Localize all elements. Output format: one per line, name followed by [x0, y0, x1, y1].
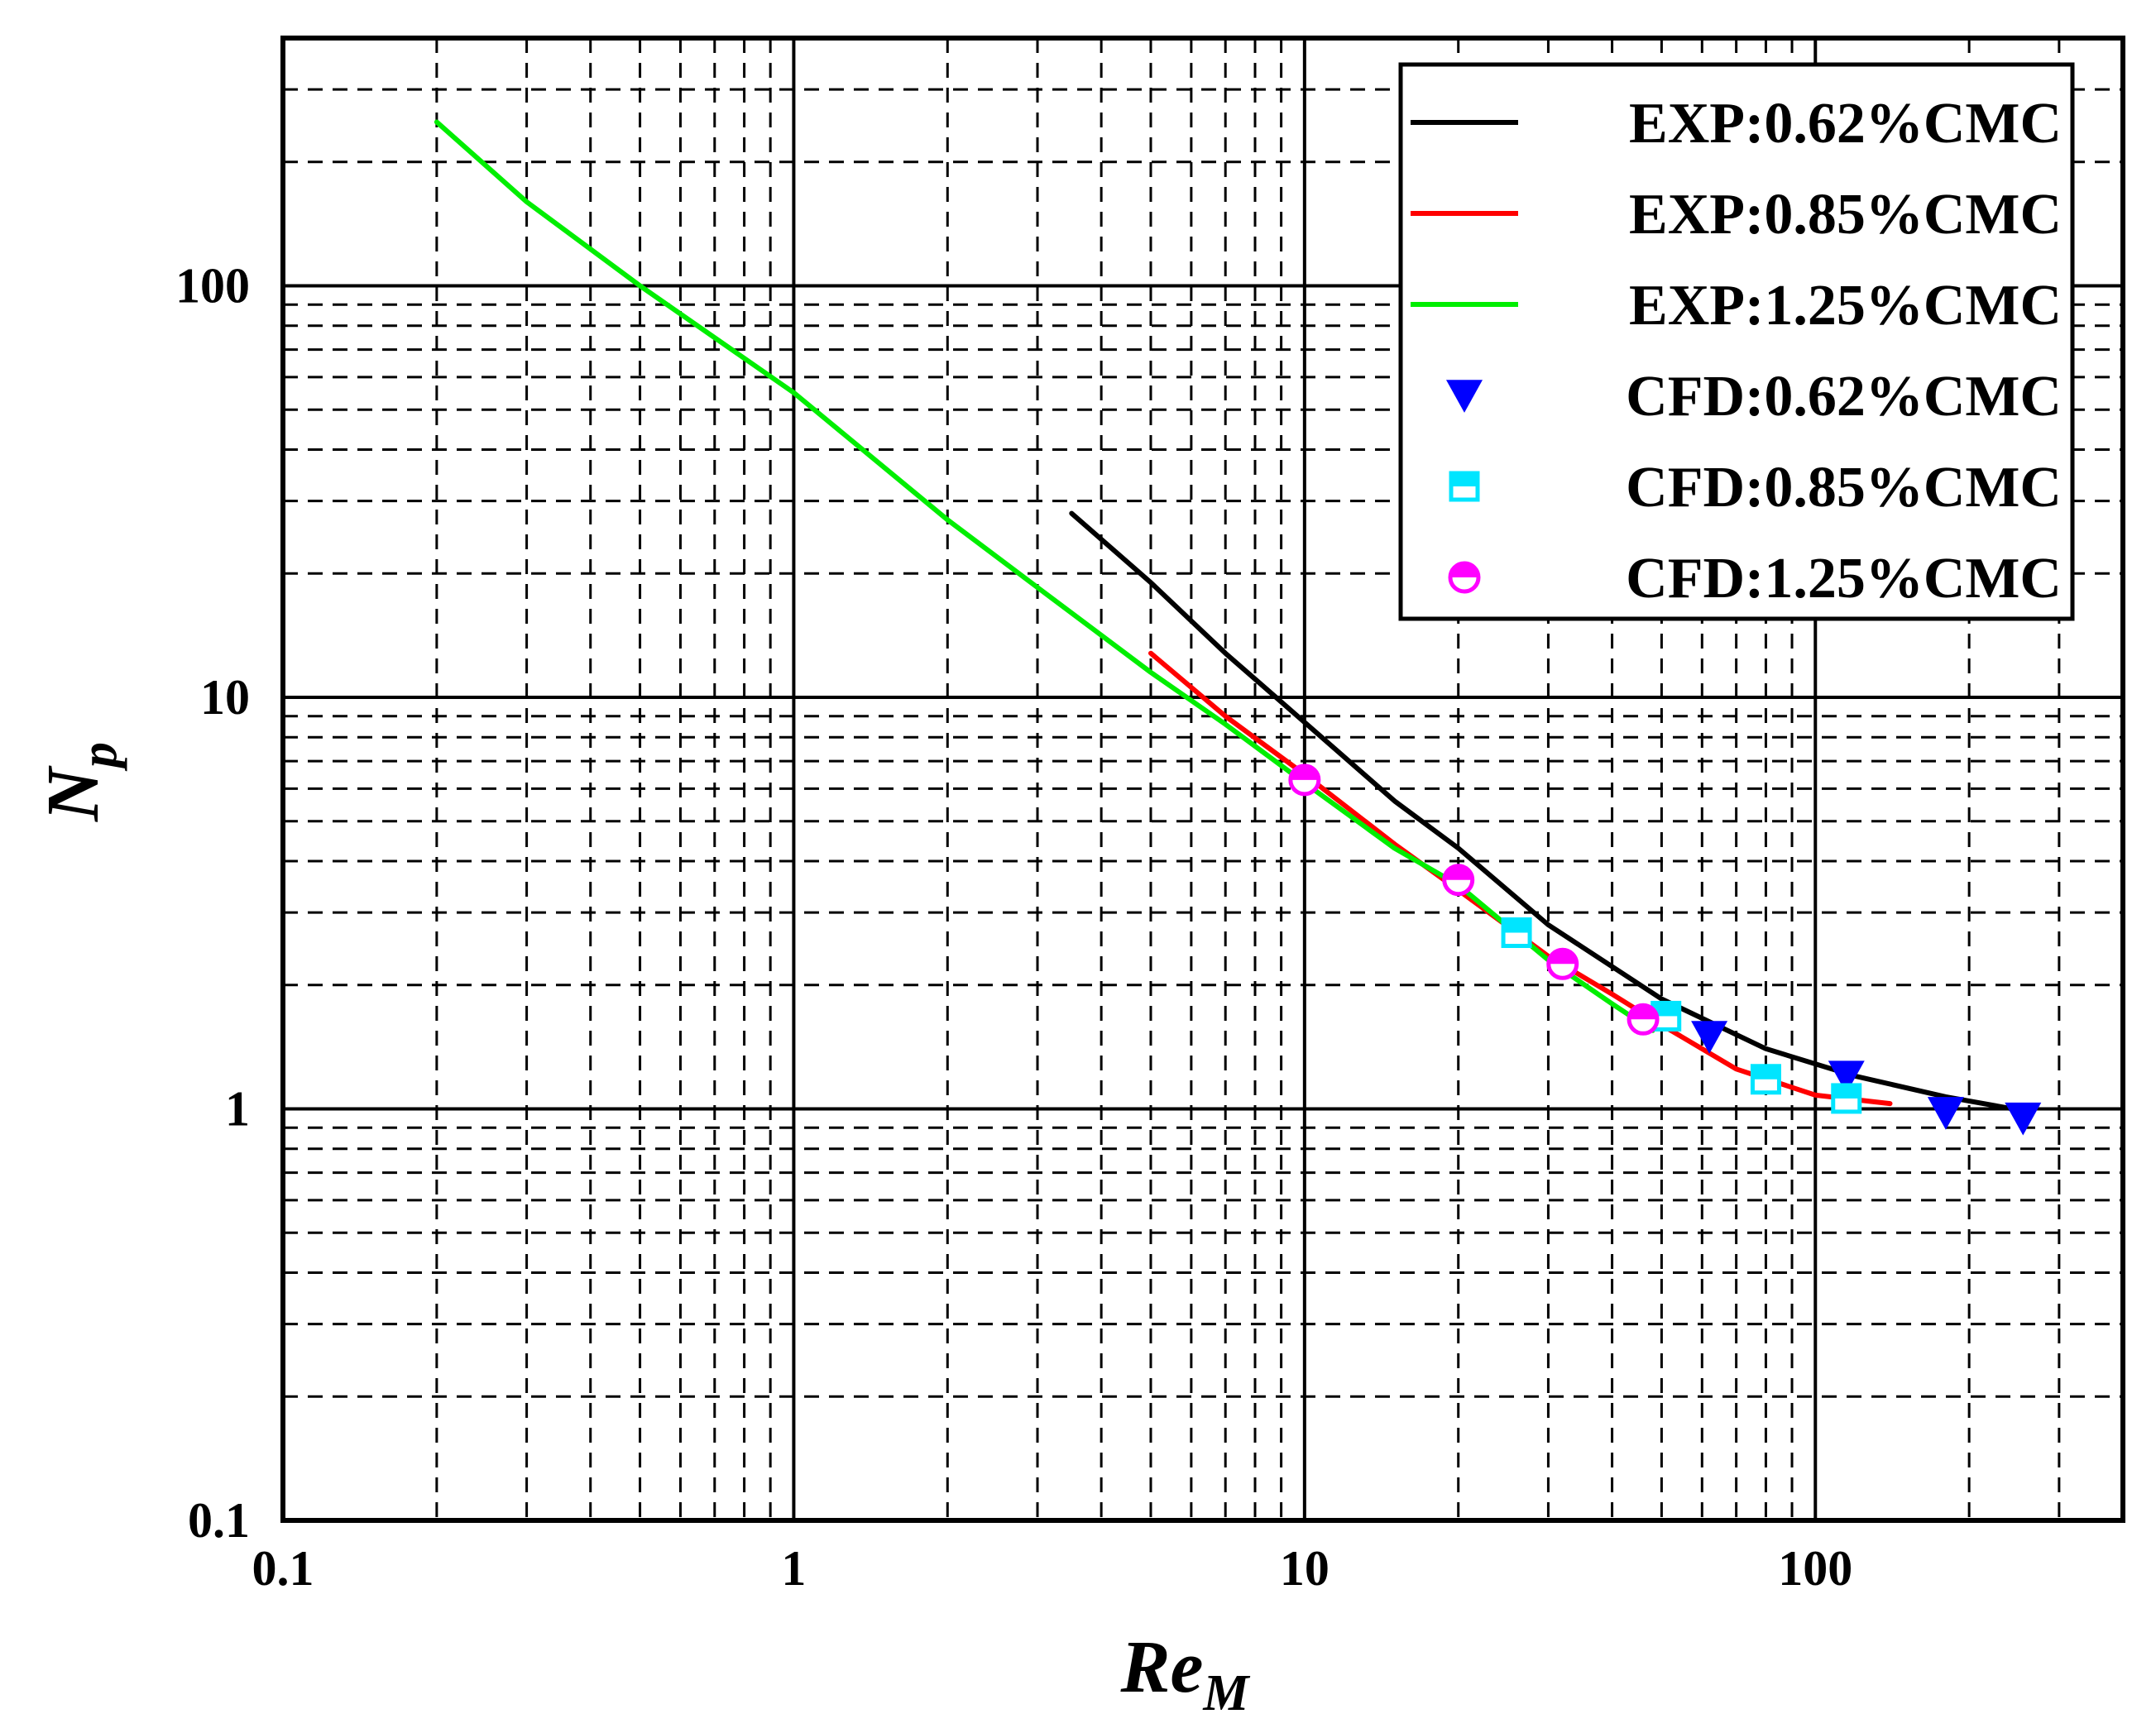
series-3-point — [1442, 864, 1475, 897]
y-axis-title-main: N — [32, 765, 114, 822]
x-axis-title-sub: M — [1202, 1665, 1250, 1721]
grid-minor — [283, 38, 2123, 1520]
y-axis-title-sub: p — [71, 742, 127, 772]
series-1-point — [1691, 1021, 1728, 1054]
y-tick-label: 1 — [225, 1082, 250, 1137]
y-axis-title: Np — [32, 742, 127, 822]
x-tick-label: 100 — [1778, 1541, 1852, 1596]
series-3-point — [1546, 947, 1579, 980]
series-3-point — [1288, 764, 1321, 797]
series-2-point — [1750, 1064, 1781, 1095]
y-tick-label: 100 — [175, 259, 250, 314]
y-tick-labels: 0.1 1 10 100 — [175, 259, 250, 1548]
legend: EXP:0.62%CMC EXP:0.85%CMC EXP:1.25%CMC CFD:… — [1398, 62, 2075, 621]
series-1-point — [2005, 1102, 2042, 1136]
legend-label: CFD:0.62%CMC — [1626, 365, 2062, 428]
legend-box — [1398, 62, 2075, 621]
y-tick-label: 0.1 — [188, 1493, 250, 1548]
x-axis-title: ReM — [1119, 1626, 1250, 1721]
legend-item: CFD:0.85%CMC — [1449, 456, 2062, 519]
series-line-1 — [1069, 510, 2026, 1113]
x-tick-label: 10 — [1280, 1541, 1330, 1596]
series-line-3 — [434, 119, 1655, 1033]
legend-label: CFD:1.25%CMC — [1626, 547, 2062, 610]
y-tick-label: 10 — [200, 670, 250, 725]
series-1-point — [1927, 1097, 1964, 1130]
plot-frame — [280, 36, 2125, 1523]
legend-label: EXP:0.85%CMC — [1629, 183, 2062, 247]
x-tick-labels: 0.1 1 10 100 — [252, 1541, 1853, 1596]
legend-marker — [1446, 380, 1483, 413]
legend-marker — [1448, 561, 1481, 594]
legend-marker — [1449, 471, 1480, 502]
x-axis-title-main: Re — [1119, 1626, 1203, 1708]
series-2-point — [1501, 917, 1532, 949]
legend-label: EXP:1.25%CMC — [1629, 274, 2062, 338]
legend-items: EXP:0.62%CMC EXP:0.85%CMC EXP:1.25%CMC CFD:… — [1411, 92, 2062, 610]
x-tick-label: 0.1 — [252, 1541, 314, 1596]
legend-item: EXP:1.25%CMC — [1411, 274, 2062, 338]
series-layer — [434, 119, 2042, 1136]
series-1-point — [1828, 1060, 1865, 1094]
legend-item: CFD:1.25%CMC — [1448, 547, 2062, 610]
legend-item: EXP:0.62%CMC — [1411, 92, 2062, 156]
legend-label: EXP:0.62%CMC — [1629, 92, 2062, 156]
legend-item: EXP:0.85%CMC — [1411, 183, 2062, 247]
series-3-point — [1627, 1003, 1660, 1036]
x-tick-label: 1 — [781, 1541, 806, 1596]
series-2-point — [1831, 1083, 1862, 1114]
legend-label: CFD:0.85%CMC — [1626, 456, 2062, 519]
legend-item: CFD:0.62%CMC — [1446, 365, 2062, 428]
